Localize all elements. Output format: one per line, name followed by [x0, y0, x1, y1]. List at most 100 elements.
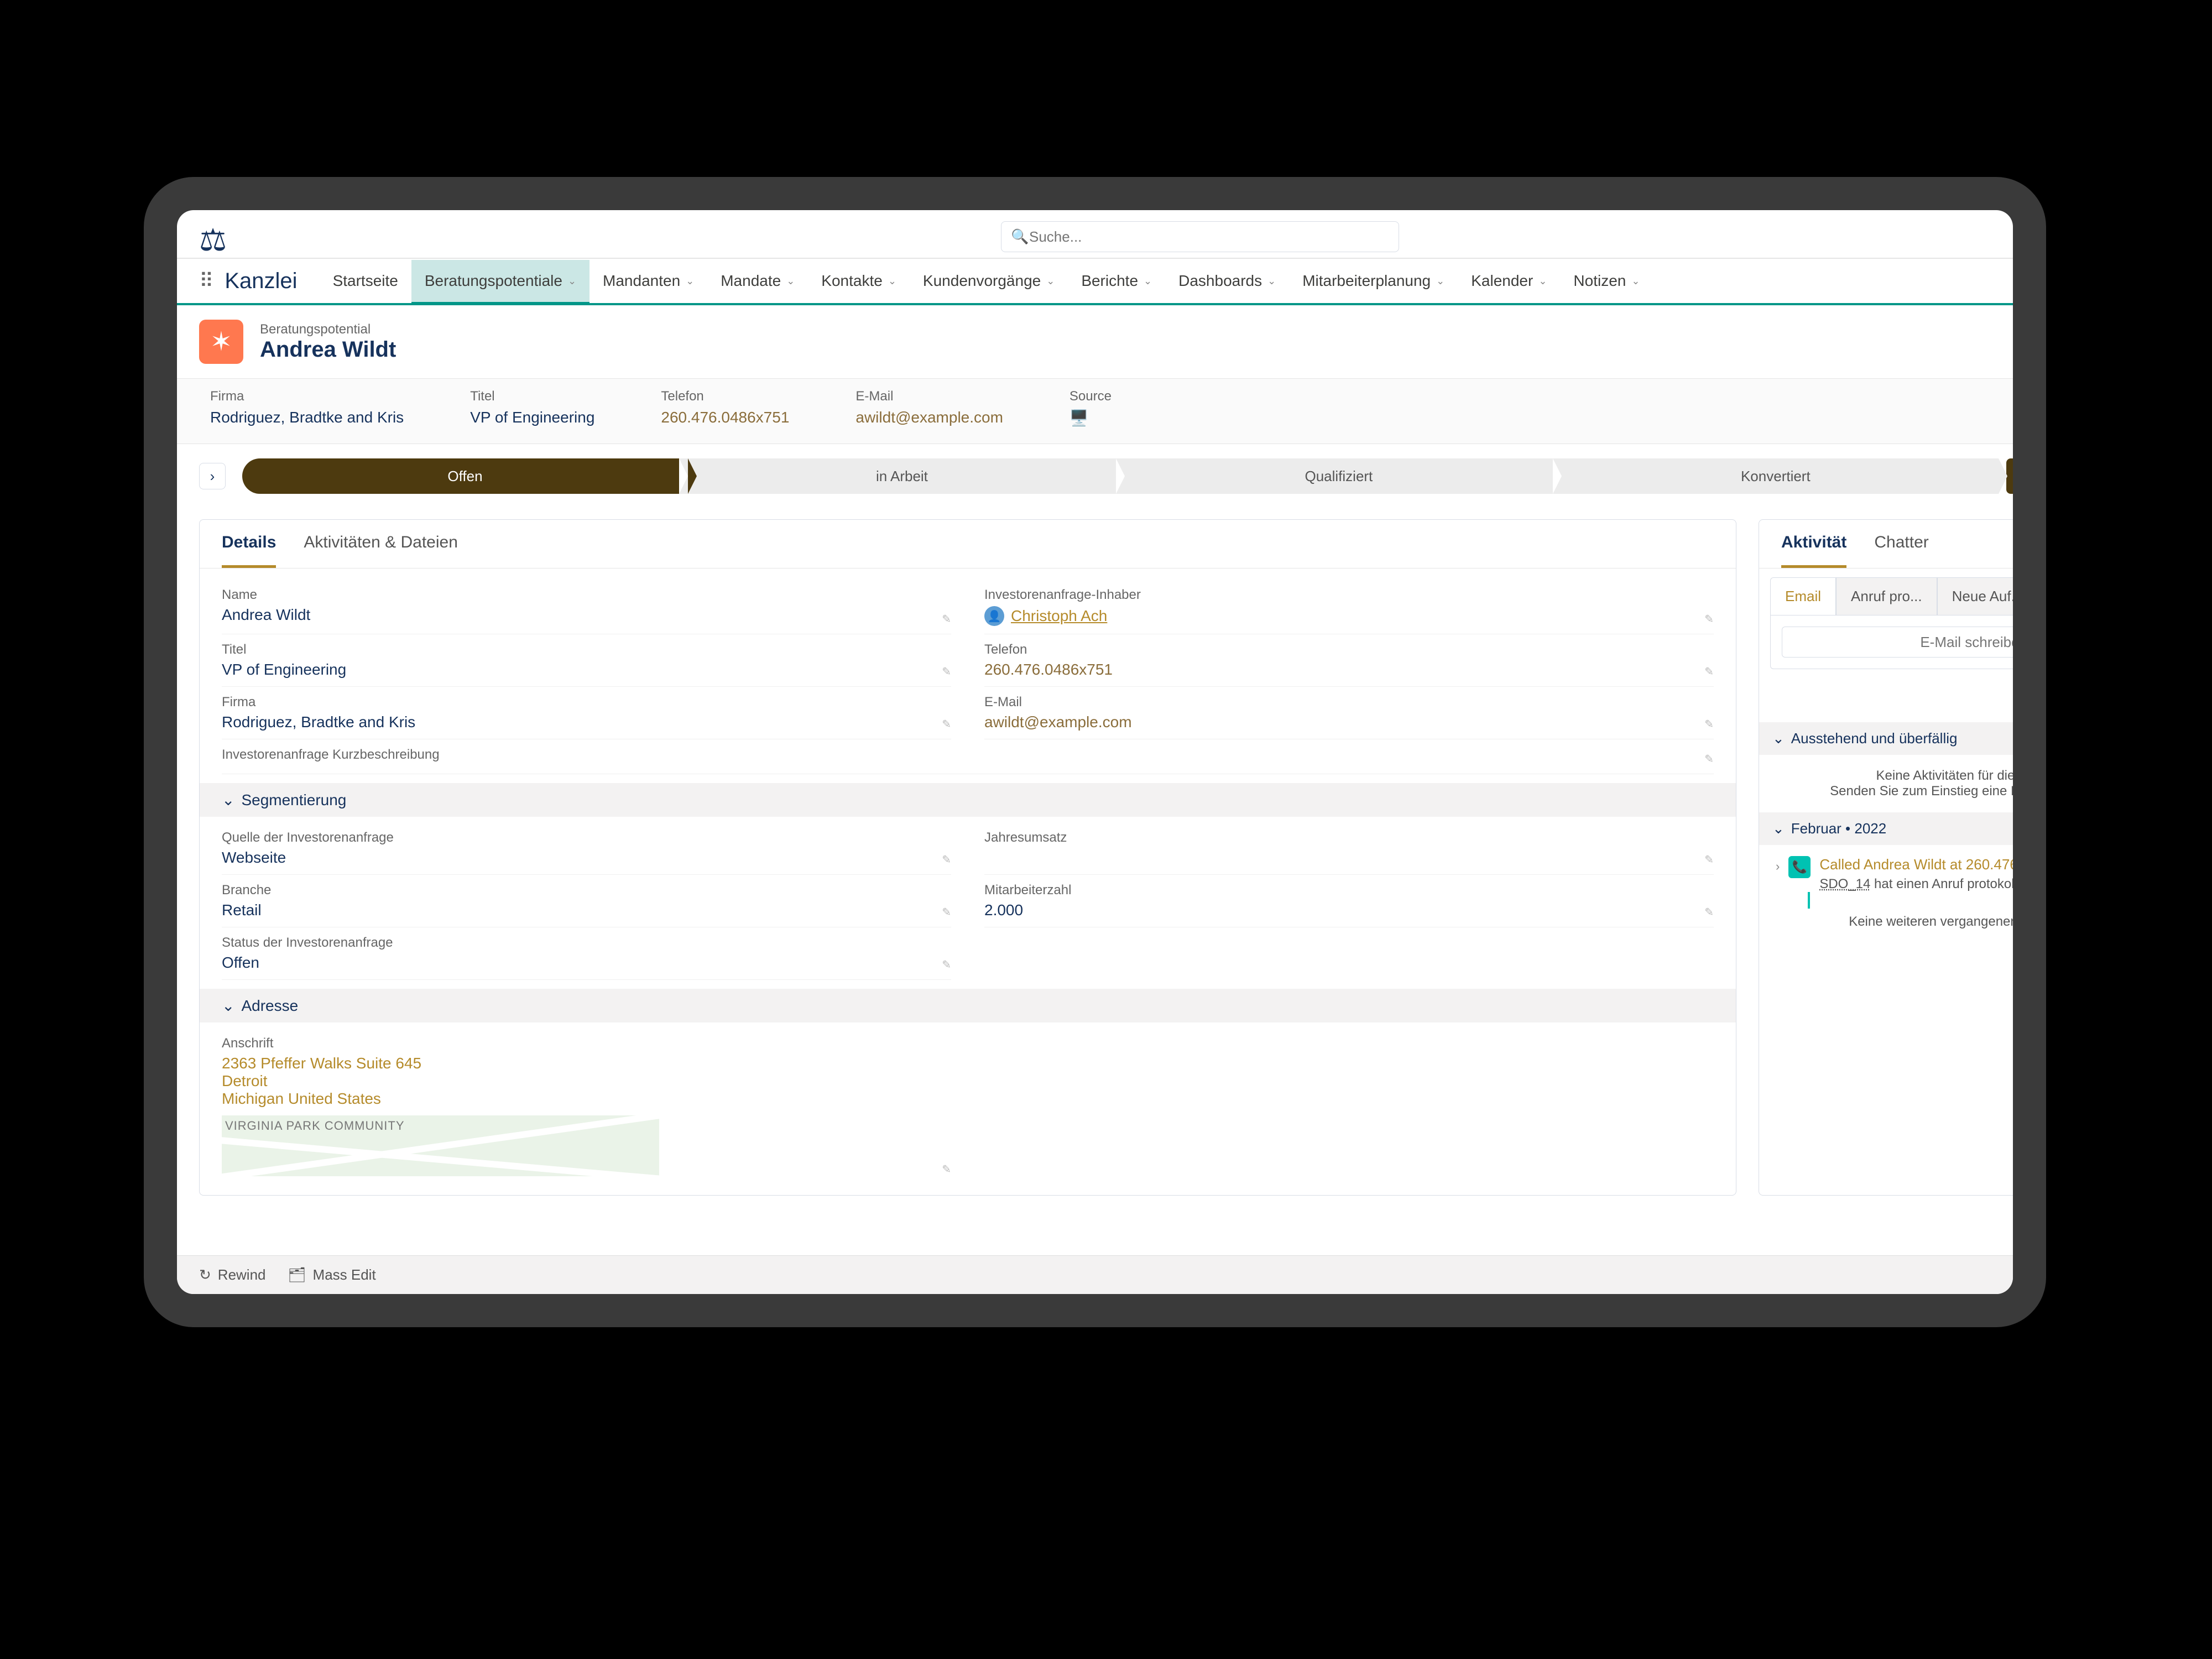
- edit-icon[interactable]: ✎: [1704, 717, 1714, 731]
- field-firma-label: Firma: [222, 695, 951, 710]
- section-adresse[interactable]: ⌄Adresse: [200, 989, 1736, 1022]
- global-search-input[interactable]: [1001, 221, 1399, 252]
- path-expand-button[interactable]: ›: [199, 463, 226, 489]
- field-titel-label: Titel: [222, 642, 951, 658]
- field-tel-value[interactable]: 260.476.0486x751: [984, 661, 1714, 679]
- chevron-down-icon: ⌄: [686, 275, 694, 287]
- hl-email-value[interactable]: awildt@example.com: [855, 409, 1003, 426]
- nav-kundenvorgaenge[interactable]: Kundenvorgänge⌄: [910, 260, 1068, 304]
- nav-kontakte[interactable]: Kontakte⌄: [808, 260, 910, 304]
- stage-konvertiert[interactable]: Konvertiert: [1553, 458, 1999, 494]
- nav-kalender[interactable]: Kalender⌄: [1458, 260, 1560, 304]
- hl-source-value: 🖥️: [1070, 409, 1112, 427]
- field-email-value[interactable]: awildt@example.com: [984, 713, 1714, 731]
- timeline-item: › 📞 Called Andrea Wildt at 260.476.0486 …: [1776, 856, 2013, 892]
- address-line-2[interactable]: Detroit: [222, 1072, 951, 1090]
- edit-icon[interactable]: ✎: [1704, 853, 1714, 867]
- chevron-down-icon: ⌄: [1436, 275, 1444, 287]
- chevron-down-icon: ⌄: [568, 275, 576, 287]
- field-mitarb-value: 2.000: [984, 901, 1714, 919]
- stage-qualifiziert[interactable]: Qualifiziert: [1116, 458, 1562, 494]
- map-area-label: VIRGINIA PARK COMMUNITY: [225, 1119, 405, 1133]
- utility-rewind[interactable]: ↻Rewind: [199, 1266, 266, 1284]
- owner-avatar-icon: 👤: [984, 606, 1004, 626]
- compose-email-input[interactable]: [1782, 627, 2013, 658]
- app-launcher-icon[interactable]: ⠿: [199, 269, 225, 293]
- no-activity-line-2: Senden Sie zum Einstieg eine E-Mail, pla…: [1770, 784, 2013, 799]
- field-email-label: E-Mail: [984, 695, 1714, 710]
- hl-telefon-label: Telefon: [661, 389, 789, 404]
- timeline-connector: [1808, 892, 1810, 909]
- utility-mass-edit[interactable]: 🗂Mass Edit: [288, 1266, 376, 1284]
- nav-beratungspotentiale[interactable]: Beratungspotentiale⌄: [411, 260, 589, 304]
- edit-icon[interactable]: ✎: [942, 905, 951, 919]
- edit-icon[interactable]: ✎: [942, 958, 951, 972]
- record-name: Andrea Wildt: [260, 337, 396, 362]
- edit-icon[interactable]: ✎: [942, 853, 951, 867]
- mass-edit-icon: 🗂: [288, 1266, 306, 1284]
- edit-icon[interactable]: ✎: [1704, 752, 1714, 766]
- hl-firma-value: Rodriguez, Bradtke and Kris: [210, 409, 404, 426]
- nav-berichte[interactable]: Berichte⌄: [1068, 260, 1165, 304]
- stage-offen[interactable]: Offen: [242, 458, 688, 494]
- field-quelle-label: Quelle der Investorenanfrage: [222, 830, 951, 846]
- navbar: ⠿ Kanzlei Startseite Beratungspotentiale…: [177, 259, 2013, 305]
- tablet-frame: ⚖ 🔍 ★ ⠿ Kanzlei Startseite Beratungspote…: [144, 177, 2046, 1327]
- chevron-down-icon: ⌄: [1631, 275, 1640, 287]
- edit-icon[interactable]: ✎: [942, 665, 951, 679]
- tab-aktivitaet[interactable]: Aktivität: [1781, 520, 1846, 568]
- tab-details[interactable]: Details: [222, 520, 276, 568]
- nav-mandate[interactable]: Mandate⌄: [707, 260, 808, 304]
- edit-icon[interactable]: ✎: [1704, 905, 1714, 919]
- edit-icon[interactable]: ✎: [942, 612, 951, 626]
- address-map[interactable]: VIRGINIA PARK COMMUNITY: [222, 1115, 659, 1176]
- app-logo-scales-icon: ⚖: [199, 225, 227, 255]
- subtab-anruf[interactable]: Anruf pro...: [1836, 577, 1937, 615]
- call-icon: 📞: [1788, 856, 1811, 878]
- address-line-3[interactable]: Michigan United States: [222, 1090, 951, 1108]
- edit-icon[interactable]: ✎: [1704, 665, 1714, 679]
- field-branche-value: Retail: [222, 901, 951, 919]
- chevron-down-icon: ⌄: [1772, 730, 1785, 747]
- field-status-label: Status der Investorenanfrage: [222, 935, 951, 951]
- nav-mitarbeiterplanung[interactable]: Mitarbeiterplanung⌄: [1289, 260, 1458, 304]
- chevron-down-icon: ⌄: [222, 791, 234, 809]
- topbar: ⚖ 🔍 ★: [177, 210, 2013, 259]
- subtab-email[interactable]: Email: [1770, 577, 1836, 615]
- stage-in-arbeit[interactable]: in Arbeit: [679, 458, 1125, 494]
- nav-dashboards[interactable]: Dashboards⌄: [1165, 260, 1289, 304]
- edit-icon[interactable]: ✎: [942, 717, 951, 731]
- edit-icon[interactable]: ✎: [942, 1162, 951, 1176]
- hl-email-label: E-Mail: [855, 389, 1003, 404]
- search-wrap: 🔍: [1001, 221, 1399, 252]
- chevron-down-icon: ⌄: [786, 275, 795, 287]
- field-anschrift-label: Anschrift: [222, 1036, 951, 1051]
- chevron-right-icon[interactable]: ›: [1776, 856, 1780, 892]
- timeline-title[interactable]: Called Andrea Wildt at 260.476.0486: [1819, 856, 2013, 873]
- chevron-down-icon: ⌄: [888, 275, 896, 287]
- chevron-down-icon: ⌄: [1046, 275, 1055, 287]
- stage-path: › Offen in Arbeit Qualifiziert Konvertie…: [177, 444, 2013, 508]
- hl-telefon-value[interactable]: 260.476.0486x751: [661, 409, 789, 426]
- owner-link[interactable]: Christoph Ach: [1011, 607, 1107, 625]
- nav-notizen[interactable]: Notizen⌄: [1560, 260, 1653, 304]
- hl-source-label: Source: [1070, 389, 1112, 404]
- tab-chatter[interactable]: Chatter: [1874, 520, 1928, 568]
- edit-icon[interactable]: ✎: [1704, 612, 1714, 626]
- timeline-sub-text: hat einen Anruf protokolliert: [1870, 877, 2013, 891]
- highlights-panel: FirmaRodriguez, Bradtke and Kris TitelVP…: [177, 379, 2013, 444]
- section-month[interactable]: ⌄Februar • 2022: [1759, 812, 2013, 845]
- section-segmentierung[interactable]: ⌄Segmentierung: [200, 783, 1736, 817]
- nav-startseite[interactable]: Startseite: [320, 260, 411, 304]
- nav-mandanten[interactable]: Mandanten⌄: [589, 260, 707, 304]
- field-titel-value: VP of Engineering: [222, 661, 951, 679]
- tab-activities-files[interactable]: Aktivitäten & Dateien: [304, 520, 457, 568]
- address-line-1[interactable]: 2363 Pfeffer Walks Suite 645: [222, 1055, 951, 1072]
- tablet-screen: ⚖ 🔍 ★ ⠿ Kanzlei Startseite Beratungspote…: [177, 210, 2013, 1294]
- hl-titel-value: VP of Engineering: [470, 409, 594, 426]
- subtab-aufgabe[interactable]: Neue Auf...: [1937, 577, 2013, 615]
- timeline-user-link[interactable]: SDO_14: [1819, 877, 1870, 891]
- field-kurz-label: Investorenanfrage Kurzbeschreibung: [222, 747, 1714, 763]
- section-pending[interactable]: ⌄Ausstehend und überfällig: [1759, 722, 2013, 755]
- details-card: Details Aktivitäten & Dateien NameAndrea…: [199, 519, 1736, 1196]
